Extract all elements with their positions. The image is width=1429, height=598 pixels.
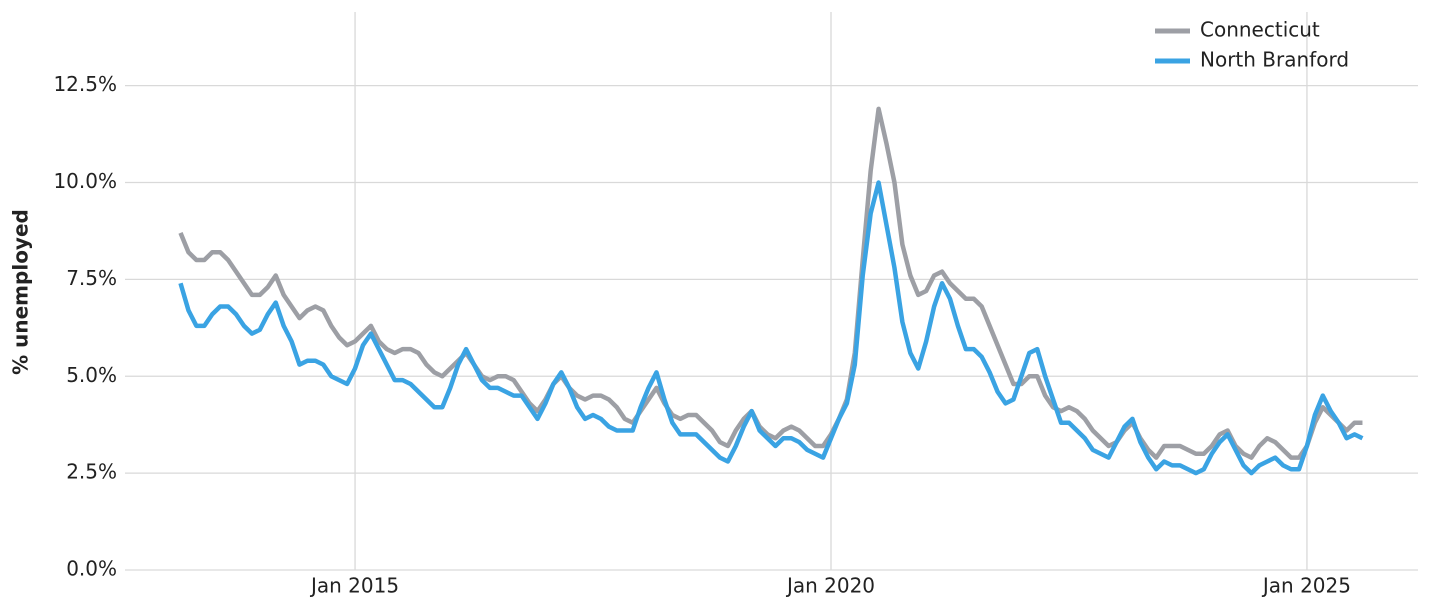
y-tick-label: 5.0% <box>66 363 117 387</box>
legend-label: Connecticut <box>1200 18 1320 42</box>
y-tick-label: 10.0% <box>53 169 117 193</box>
y-axis-label: % unemployed <box>9 209 33 375</box>
legend-label: North Branford <box>1200 48 1349 72</box>
y-tick-label: 12.5% <box>53 72 117 96</box>
x-tick-label: Jan 2025 <box>1261 574 1351 598</box>
y-tick-label: 0.0% <box>66 557 117 581</box>
y-tick-label: 2.5% <box>66 460 117 484</box>
y-tick-label: 7.5% <box>66 266 117 290</box>
x-tick-label: Jan 2020 <box>785 574 875 598</box>
series-line <box>178 180 1364 476</box>
x-tick-label: Jan 2015 <box>309 574 399 598</box>
series-line <box>178 106 1363 460</box>
